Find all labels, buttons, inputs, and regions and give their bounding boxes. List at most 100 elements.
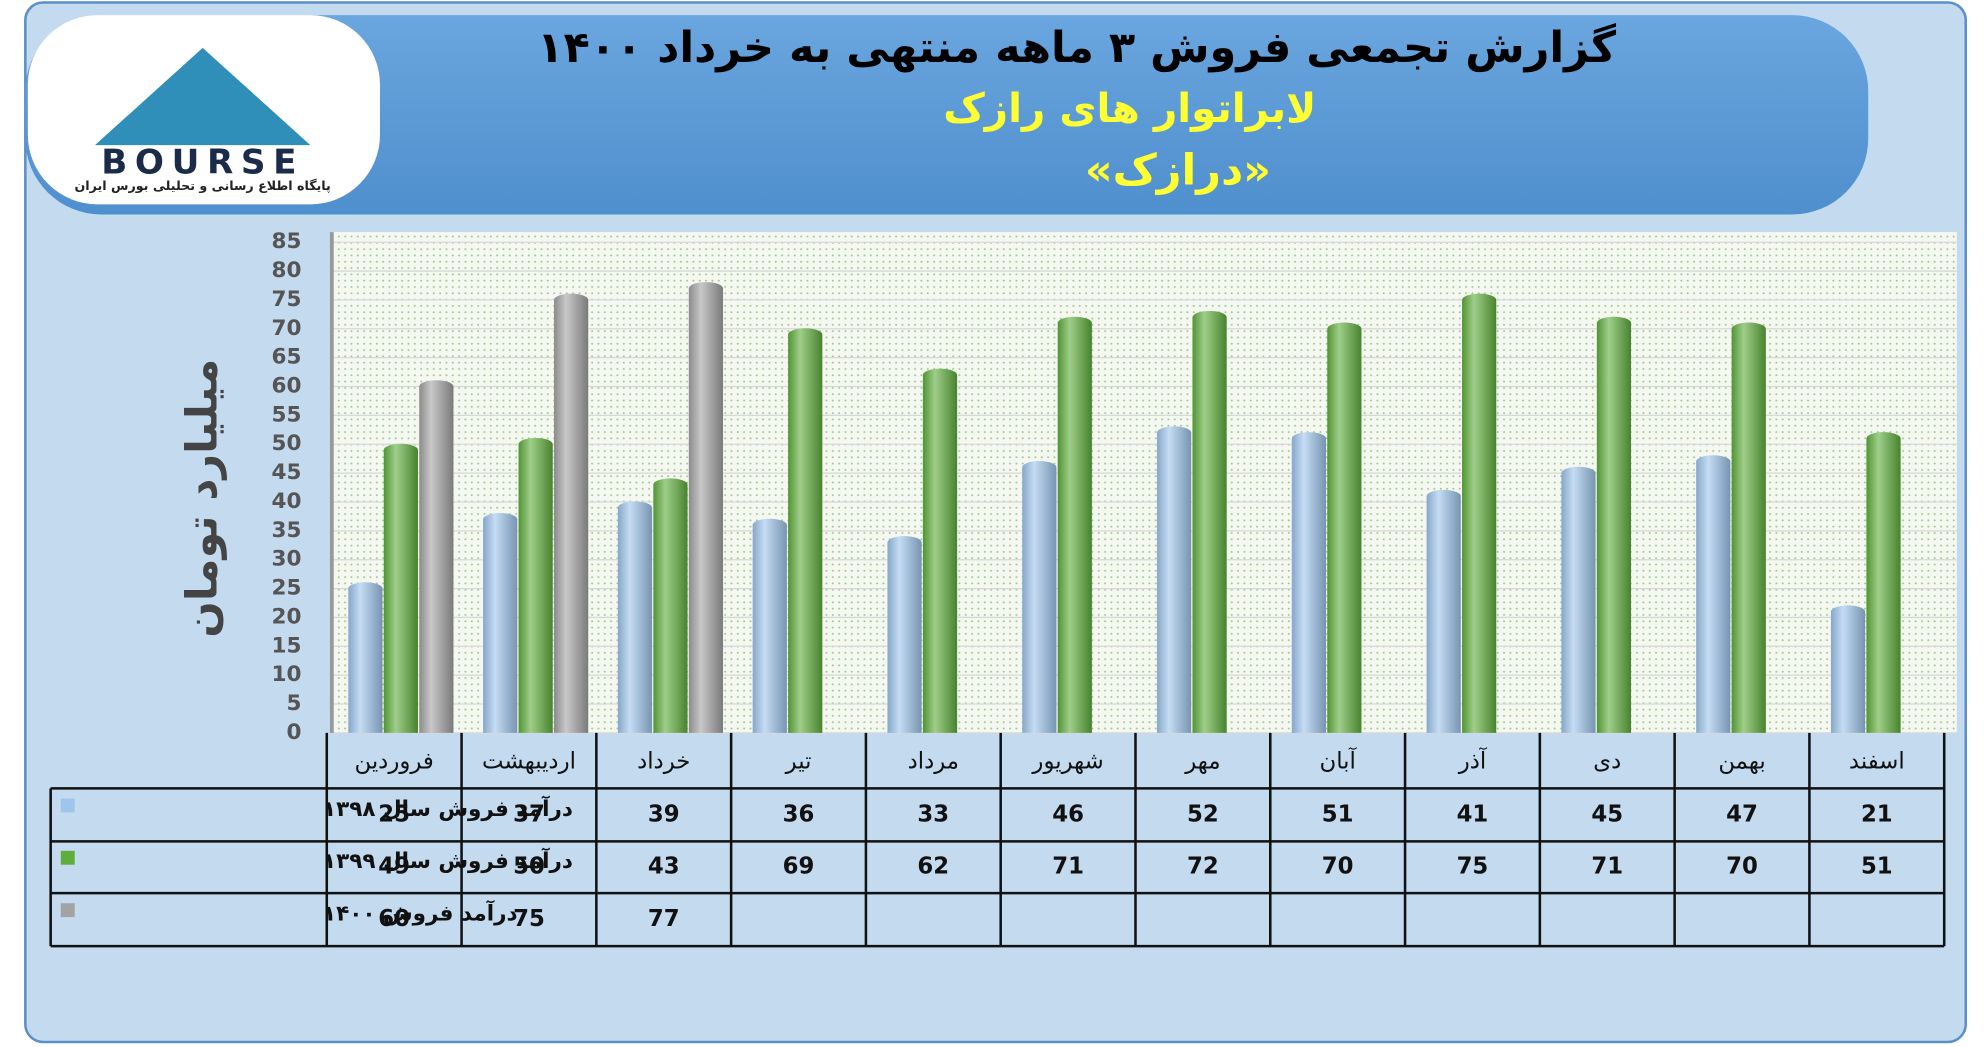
y-tick-label: 40 bbox=[271, 489, 301, 514]
legend-swatch bbox=[60, 798, 75, 813]
table-cell: 71 bbox=[1591, 854, 1623, 880]
bar bbox=[752, 518, 787, 733]
logo-tagline: پایگاه اطلاع رسانی و تحلیلی بورس ایران bbox=[74, 178, 330, 193]
x-tick-label: شهریور bbox=[1031, 748, 1103, 774]
bar bbox=[1696, 455, 1731, 733]
legend-swatch bbox=[60, 903, 75, 918]
x-tick-label: بهمن bbox=[1718, 748, 1765, 774]
x-tick-label: فروردین bbox=[354, 748, 433, 774]
table-cell: 39 bbox=[648, 801, 680, 827]
bar bbox=[383, 443, 418, 733]
bar bbox=[688, 282, 724, 733]
bar bbox=[554, 293, 589, 733]
y-tick-label: 30 bbox=[271, 547, 301, 572]
table-cell: 75 bbox=[513, 906, 545, 932]
y-axis-title: میلیارد تومان bbox=[178, 359, 228, 638]
y-tick-label: 80 bbox=[271, 258, 301, 283]
bar bbox=[1291, 432, 1327, 733]
table-cell: 33 bbox=[917, 801, 949, 827]
header-banner bbox=[25, 15, 1869, 215]
table-cell: 72 bbox=[1187, 854, 1219, 880]
y-tick-label: 10 bbox=[271, 662, 301, 687]
logo-text: BOURSE bbox=[101, 143, 304, 183]
table-cell: 45 bbox=[1591, 801, 1623, 827]
table-cell: 62 bbox=[917, 854, 949, 880]
y-tick-label: 35 bbox=[271, 518, 301, 543]
bar bbox=[1327, 322, 1362, 733]
y-tick-label: 60 bbox=[271, 374, 301, 399]
x-tick-label: مهر bbox=[1184, 748, 1220, 774]
table-cell: 47 bbox=[1726, 801, 1758, 827]
x-tick-label: اسفند bbox=[1849, 748, 1905, 774]
y-tick-label: 20 bbox=[271, 604, 301, 629]
x-tick-label: آذر bbox=[1458, 746, 1488, 774]
table-cell: 50 bbox=[513, 854, 545, 880]
chart-title: گزارش تجمعی فروش ۳ ماهه منتهی به خرداد ۱… bbox=[537, 22, 1616, 73]
x-tick-label: اردیبهشت bbox=[482, 748, 576, 774]
bar bbox=[788, 328, 823, 733]
y-tick-label: 85 bbox=[271, 229, 301, 254]
bar bbox=[1057, 316, 1092, 733]
table-cell: 51 bbox=[1322, 801, 1354, 827]
table-cell: 70 bbox=[1322, 854, 1354, 880]
logo-shape bbox=[94, 47, 311, 146]
table-cell: 71 bbox=[1052, 854, 1084, 880]
legend-label: درآمد فروش سال ۱۳۹۹ bbox=[323, 847, 573, 874]
y-tick-label: 15 bbox=[271, 633, 301, 658]
table-cell: 37 bbox=[513, 801, 545, 827]
bar bbox=[419, 380, 454, 733]
x-tick-label: دی bbox=[1593, 748, 1621, 774]
chart-subtitle: لابراتوار های رازک bbox=[943, 84, 1316, 132]
bar bbox=[922, 368, 958, 733]
table-cell: 69 bbox=[783, 854, 815, 880]
bar bbox=[653, 478, 688, 733]
y-tick-label: 0 bbox=[286, 720, 301, 745]
y-tick-label: 5 bbox=[286, 691, 301, 716]
y-tick-label: 65 bbox=[271, 345, 301, 370]
plot-area bbox=[331, 232, 1957, 733]
table-cell: 75 bbox=[1457, 854, 1489, 880]
ticker: «درازک» bbox=[1085, 145, 1271, 195]
table-cell: 43 bbox=[648, 854, 680, 880]
x-tick-label: خرداد bbox=[637, 748, 690, 774]
table-cell: 51 bbox=[1861, 854, 1893, 880]
table-cell: 77 bbox=[648, 906, 680, 932]
x-tick-label: مرداد bbox=[908, 748, 959, 774]
legend-swatch bbox=[60, 850, 75, 865]
legend-label: درآمد فروش ۱۴۰۰ bbox=[323, 900, 518, 927]
bar bbox=[1830, 605, 1866, 733]
bar bbox=[1022, 461, 1057, 733]
y-tick-label: 70 bbox=[271, 316, 301, 341]
bar bbox=[1462, 293, 1497, 733]
y-tick-label: 25 bbox=[271, 576, 301, 601]
table-cell: 36 bbox=[783, 801, 815, 827]
x-tick-label: تیر bbox=[785, 748, 812, 774]
bar bbox=[1192, 310, 1227, 733]
table-cell: 21 bbox=[1861, 801, 1893, 827]
bar bbox=[1866, 432, 1901, 733]
bar bbox=[1157, 426, 1192, 733]
table-cell: 70 bbox=[1726, 854, 1758, 880]
bar bbox=[348, 582, 383, 733]
y-tick-label: 50 bbox=[271, 431, 301, 456]
y-tick-label: 75 bbox=[271, 287, 301, 312]
bar bbox=[617, 501, 653, 733]
y-tick-label: 55 bbox=[271, 402, 301, 427]
bar bbox=[518, 437, 553, 733]
y-tick-label: 45 bbox=[271, 460, 301, 485]
bar bbox=[1731, 322, 1766, 733]
bar bbox=[887, 536, 922, 733]
table-cell: 60 bbox=[378, 906, 410, 932]
x-tick-label: آبان bbox=[1319, 746, 1357, 774]
table-cell: 25 bbox=[378, 801, 410, 827]
table-cell: 49 bbox=[378, 854, 410, 880]
bar bbox=[1561, 466, 1596, 733]
bar bbox=[1426, 489, 1461, 733]
table-cell: 41 bbox=[1457, 801, 1489, 827]
bar bbox=[483, 512, 518, 733]
bar bbox=[1596, 316, 1632, 733]
table-cell: 46 bbox=[1052, 801, 1084, 827]
table-cell: 52 bbox=[1187, 801, 1219, 827]
legend-label: درآمد فروش سال ۱۳۹۸ bbox=[323, 795, 573, 822]
